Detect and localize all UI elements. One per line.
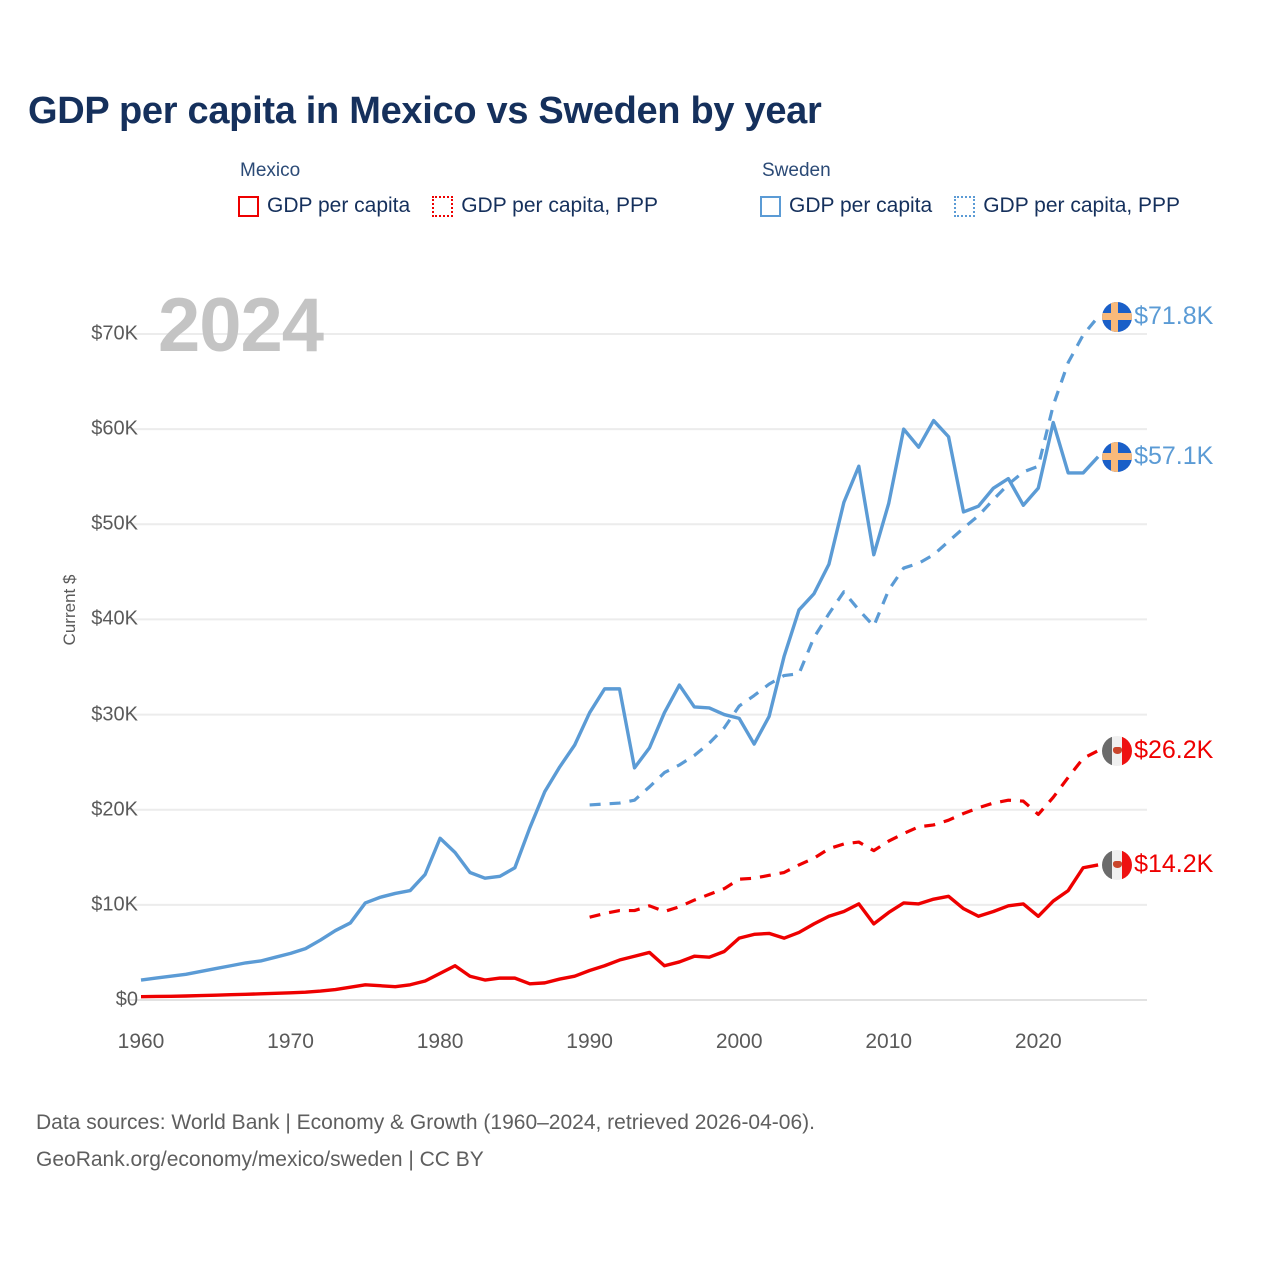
y-axis-ticks: $0 $10K $20K $30K $40K $50K $60K $70K	[58, 0, 138, 1280]
series-line-2	[140, 863, 1099, 999]
legend-group-sweden: Sweden GDP per capita GDP per capita, PP…	[760, 160, 1180, 218]
legend-group-title-mexico: Mexico	[240, 160, 301, 181]
legend-swatch-solid-blue-icon	[760, 195, 781, 217]
footer-data-sources: Data sources: World Bank | Economy & Gro…	[36, 1111, 815, 1134]
series-line-1	[589, 315, 1100, 807]
end-label-value: $26.2K	[1134, 736, 1214, 765]
x-tick-label: 2000	[715, 1030, 763, 1053]
legend-swatch-solid-red-icon	[238, 195, 259, 217]
end-label-3: $14.2K	[1102, 849, 1214, 880]
sweden-flag-icon	[1102, 301, 1133, 332]
series-line-3	[589, 749, 1099, 919]
legend-label-sweden-gdp-ppp: GDP per capita, PPP	[983, 194, 1181, 217]
footer: Data sources: World Bank | Economy & Gro…	[36, 1105, 815, 1179]
x-tick-label: 2020	[1014, 1030, 1062, 1053]
x-tick-label: 1970	[267, 1030, 314, 1053]
legend-label-sweden-gdp: GDP per capita	[789, 194, 933, 217]
y-tick-label: $50K	[91, 512, 138, 535]
end-label-2: $26.2K	[1102, 735, 1214, 766]
legend-swatch-dotted-red-icon	[432, 195, 454, 217]
chart-legend: Mexico GDP per capita GDP per capita, PP…	[238, 160, 1258, 250]
end-label-1: $57.1K	[1102, 441, 1214, 472]
x-tick-label: 1990	[566, 1030, 613, 1053]
legend-label-mexico-gdp: GDP per capita	[267, 194, 411, 217]
legend-swatch-dotted-blue-icon	[954, 195, 976, 217]
legend-item-sweden-gdp-ppp[interactable]: GDP per capita, PPP	[954, 194, 1180, 218]
legend-item-mexico-gdp-ppp[interactable]: GDP per capita, PPP	[432, 194, 658, 218]
end-label-value: $71.8K	[1134, 302, 1214, 331]
watermark-year: 2024	[158, 283, 324, 368]
sweden-flag-icon	[1102, 441, 1133, 472]
end-label-0: $71.8K	[1102, 301, 1214, 332]
x-tick-label: 1960	[117, 1030, 165, 1053]
y-tick-label: $20K	[91, 798, 138, 821]
series-line-0	[140, 418, 1100, 982]
legend-item-mexico-gdp[interactable]: GDP per capita	[238, 194, 410, 218]
legend-label-mexico-gdp-ppp: GDP per capita, PPP	[461, 194, 659, 217]
end-label-value: $14.2K	[1134, 850, 1214, 879]
y-tick-label: $10K	[91, 893, 138, 916]
x-tick-label: 1980	[416, 1030, 464, 1053]
page-title: GDP per capita in Mexico vs Sweden by ye…	[28, 90, 822, 132]
y-tick-label: $30K	[91, 703, 138, 726]
legend-group-title-sweden: Sweden	[762, 160, 831, 181]
y-tick-label: $40K	[91, 607, 138, 630]
mexico-flag-icon	[1102, 735, 1133, 766]
footer-attribution: GeoRank.org/economy/mexico/sweden | CC B…	[36, 1147, 484, 1171]
y-tick-label: $60K	[91, 417, 138, 440]
y-tick-label: $70K	[91, 322, 138, 345]
legend-item-sweden-gdp[interactable]: GDP per capita	[760, 194, 932, 218]
legend-group-mexico: Mexico GDP per capita GDP per capita, PP…	[238, 160, 658, 218]
y-tick-label: $0	[115, 988, 138, 1011]
end-label-value: $57.1K	[1134, 442, 1214, 471]
x-tick-label: 2010	[865, 1030, 913, 1053]
mexico-flag-icon	[1102, 849, 1133, 880]
